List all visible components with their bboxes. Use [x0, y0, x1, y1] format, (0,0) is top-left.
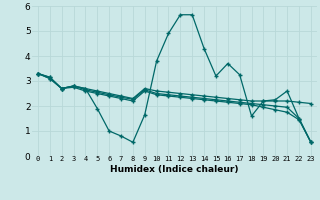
- X-axis label: Humidex (Indice chaleur): Humidex (Indice chaleur): [110, 165, 239, 174]
